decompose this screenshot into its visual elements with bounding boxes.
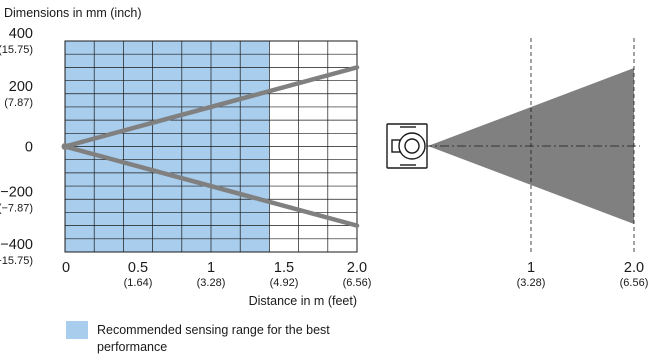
x-tick-sublabel: (3.28) bbox=[197, 277, 226, 289]
y-tick-sublabel: (−15.75) bbox=[0, 255, 33, 267]
x-tick-label: 1 bbox=[207, 260, 215, 276]
x-tick-sublabel: (4.92) bbox=[270, 277, 299, 289]
x-tick-label: 0.5 bbox=[128, 260, 148, 276]
legend-label: Recommended sensing range for the best p… bbox=[97, 322, 397, 356]
y-tick-label: 200 bbox=[9, 79, 33, 95]
sensor-icon bbox=[387, 124, 427, 168]
y-tick-label: 400 bbox=[9, 26, 33, 42]
legend-swatch bbox=[66, 321, 88, 339]
x-tick-label: 0 bbox=[62, 260, 70, 276]
x-tick-sublabel: (6.56) bbox=[343, 277, 372, 289]
side-tick-label: 1 bbox=[527, 260, 535, 276]
x-axis-label: Distance in m (feet) bbox=[249, 294, 357, 308]
x-tick-label: 1.5 bbox=[274, 260, 294, 276]
y-tick-label: 0 bbox=[25, 140, 33, 156]
side-tick-sublabel: (6.56) bbox=[620, 277, 649, 289]
side-tick-sublabel: (3.28) bbox=[517, 277, 546, 289]
y-tick-label: −200 bbox=[0, 184, 33, 200]
x-tick-sublabel: (1.64) bbox=[124, 277, 153, 289]
y-tick-label: −400 bbox=[0, 237, 33, 253]
side-tick-label: 2.0 bbox=[624, 260, 644, 276]
sensor-lens bbox=[405, 139, 419, 153]
y-tick-sublabel: (7.87) bbox=[4, 97, 33, 109]
x-tick-label: 2.0 bbox=[347, 260, 367, 276]
origin-point bbox=[62, 143, 69, 150]
y-tick-sublabel: (−7.87) bbox=[0, 202, 33, 214]
y-tick-sublabel: (15.75) bbox=[0, 44, 33, 56]
